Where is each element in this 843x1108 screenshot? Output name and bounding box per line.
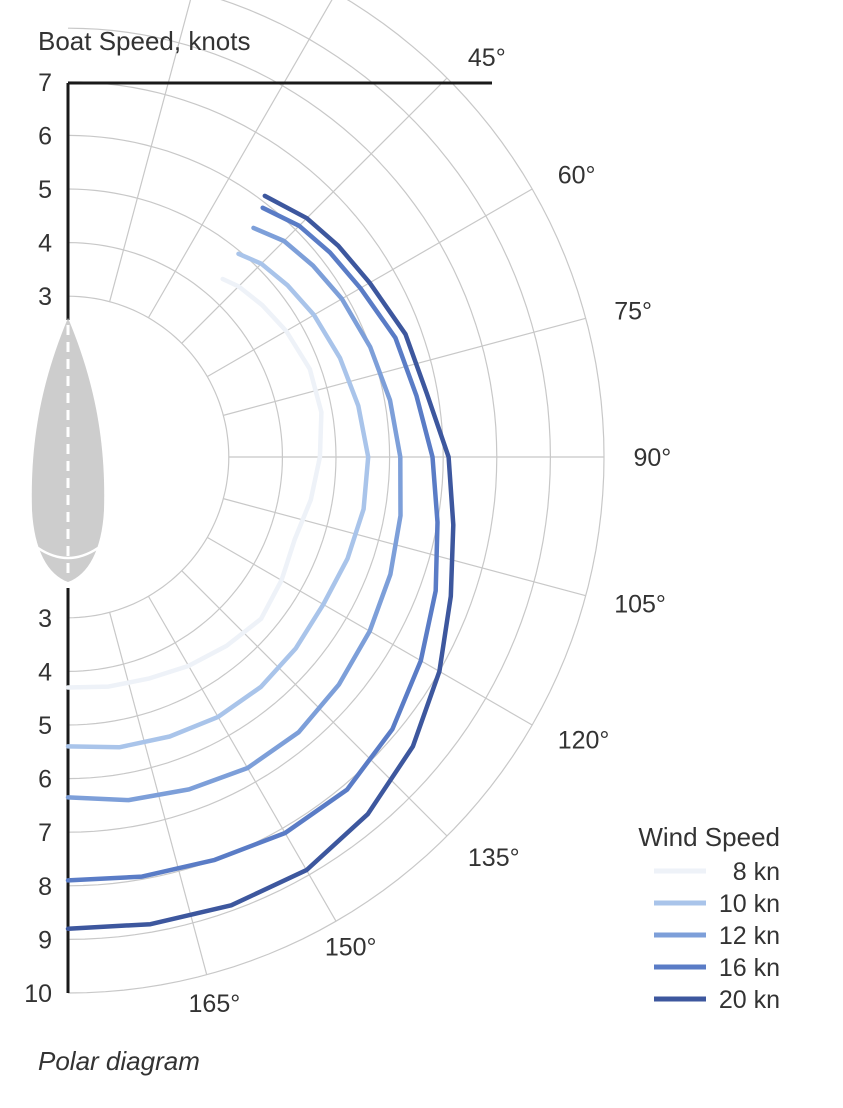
angle-label: 135° [468, 844, 520, 872]
polar-curves [65, 193, 456, 931]
angle-label: 150° [325, 934, 377, 962]
angle-label: 90° [634, 444, 672, 472]
legend: 8 kn 10 kn 12 kn 16 kn 20 kn [654, 858, 780, 1014]
tick-label-lower: 4 [38, 658, 52, 686]
series-line-10-kn [65, 251, 371, 750]
legend-label: 8 kn [733, 858, 780, 886]
upper-tick-labels: 7 6 5 4 3 [38, 69, 52, 311]
tick-label-lower: 5 [38, 712, 52, 740]
tick-label-upper: 4 [38, 230, 52, 258]
angle-label: 75° [614, 298, 652, 326]
grid-spoke [223, 498, 586, 597]
tick-label-upper: 3 [38, 283, 52, 311]
angle-label: 165° [189, 990, 241, 1018]
tick-label-lower: 10 [24, 980, 52, 1008]
angle-label: 105° [614, 590, 666, 618]
grid-spoke [147, 595, 337, 922]
grid-spoke [147, 0, 333, 319]
legend-label: 10 kn [719, 890, 780, 918]
grid-spoke [109, 0, 192, 302]
chart-caption: Polar diagram [38, 1046, 200, 1076]
boat-hull-icon [31, 318, 105, 582]
tick-label-lower: 7 [38, 819, 52, 847]
legend-label: 16 kn [719, 954, 780, 982]
chart-title: Boat Speed, knots [38, 26, 250, 56]
series-line-16-kn [65, 205, 440, 883]
angle-labels: 45° 60° 75° 90° 105° 120° 135° 150° 165° [189, 44, 672, 1018]
legend-label: 20 kn [719, 986, 780, 1014]
lower-tick-labels: 3 4 5 6 7 8 9 10 [24, 605, 52, 1008]
legend-title: Wind Speed [638, 822, 780, 852]
series-line-12-kn [65, 225, 403, 803]
tick-label-lower: 3 [38, 605, 52, 633]
series-line-8-kn [65, 276, 324, 690]
grid-spoke [181, 570, 448, 837]
angle-label: 60° [558, 161, 596, 189]
tick-label-lower: 6 [38, 766, 52, 794]
angle-label: 45° [468, 44, 506, 72]
tick-label-upper: 6 [38, 122, 52, 150]
boat-speed-axis [66, 81, 492, 993]
polar-grid [67, 0, 605, 994]
grid-spoke [181, 77, 448, 344]
angle-label: 120° [558, 727, 610, 755]
tick-label-upper: 5 [38, 176, 52, 204]
tick-label-lower: 9 [38, 926, 52, 954]
legend-label: 12 kn [719, 922, 780, 950]
series-line-20-kn [65, 193, 456, 931]
tick-label-upper: 7 [38, 69, 52, 97]
tick-label-lower: 8 [38, 873, 52, 901]
